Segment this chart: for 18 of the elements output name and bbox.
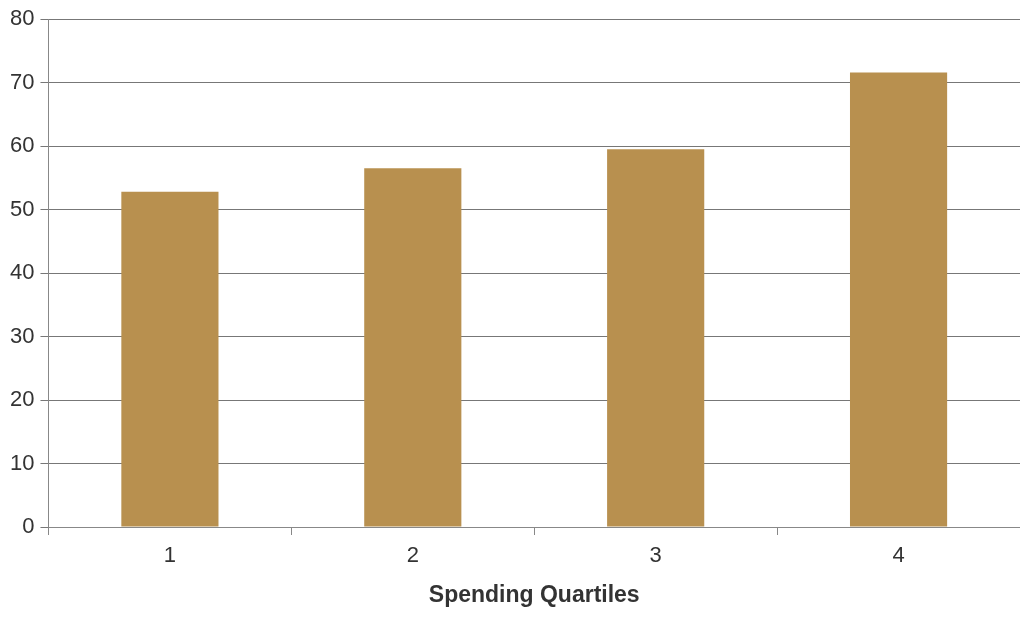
x-tick-label: 1 (163, 542, 177, 568)
x-tick-label: 4 (892, 542, 905, 568)
x-axis-title: Spending Quartiles (428, 580, 640, 607)
y-tick-label: 40 (9, 259, 35, 285)
y-tick-label: 0 (22, 513, 35, 539)
bar (364, 168, 462, 527)
x-tick-label: 2 (406, 542, 419, 568)
y-tick-label: 70 (9, 68, 35, 94)
x-tick-label: 3 (649, 542, 662, 568)
y-tick-label: 20 (9, 386, 35, 412)
y-tick-label: 30 (9, 322, 35, 348)
y-tick-label: 60 (9, 132, 35, 158)
y-tick-label: 10 (9, 449, 35, 475)
bar (849, 72, 948, 527)
y-tick-label: 50 (9, 195, 35, 221)
bar (607, 149, 705, 527)
y-tick-label: 80 (9, 5, 35, 31)
bar (121, 191, 219, 527)
